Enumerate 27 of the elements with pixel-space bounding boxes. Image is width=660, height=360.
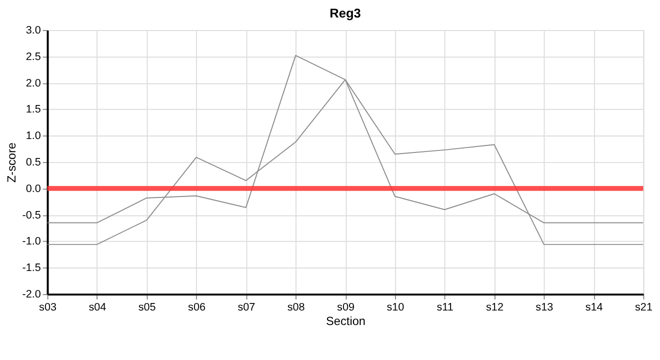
- y-axis-title: Z-score: [4, 142, 18, 183]
- x-tick-label: s14: [585, 301, 603, 314]
- x-tick-label: s10: [386, 301, 404, 314]
- y-tick-label: 2.0: [26, 77, 41, 90]
- y-tick-label: -1.5: [22, 262, 41, 274]
- y-tick-label: 0.5: [26, 156, 41, 169]
- x-tick-label: s09: [337, 301, 354, 314]
- x-tick-label: s21: [635, 301, 652, 314]
- x-tick-label: s12: [486, 301, 504, 314]
- x-tick-label: s04: [88, 301, 106, 314]
- x-tick-label: s11: [436, 301, 454, 314]
- x-tick-label: s08: [287, 301, 305, 314]
- x-tick-label: s05: [138, 301, 156, 314]
- y-tick-label: 2.5: [26, 50, 41, 63]
- x-axis-title: Section: [326, 314, 366, 328]
- x-tick-label: s06: [188, 301, 206, 314]
- chart-title: Reg3: [330, 5, 361, 20]
- y-tick-label: -1.0: [22, 236, 41, 248]
- y-tick-label: 1.5: [26, 104, 41, 116]
- y-tick-label: -2.0: [22, 288, 41, 301]
- y-tick-label: 0.0: [26, 182, 41, 195]
- x-tick-label: s07: [238, 301, 256, 314]
- x-tick-label: s03: [39, 301, 57, 314]
- x-tick-label: s13: [536, 301, 554, 314]
- y-tick-label: 1.0: [26, 130, 41, 142]
- y-tick-label: -0.5: [22, 209, 41, 222]
- y-tick-label: 3.0: [26, 24, 41, 37]
